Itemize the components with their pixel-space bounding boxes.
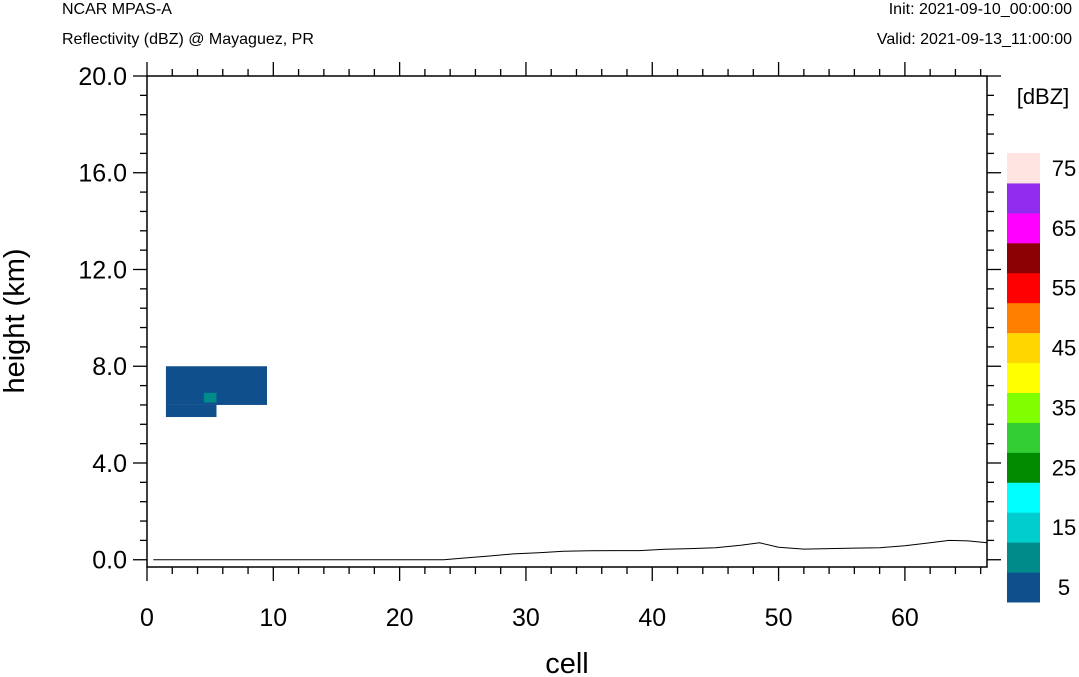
colorbar-swatch <box>1007 153 1040 184</box>
colorbar-tick-label: 25 <box>1052 455 1076 480</box>
x-tick-label: 0 <box>140 604 154 632</box>
x-axis-label: cell <box>545 648 589 677</box>
colorbar-swatch <box>1007 572 1040 603</box>
y-tick-label: 4.0 <box>92 450 127 478</box>
y-axis-label: height (km) <box>0 248 31 393</box>
model-name: NCAR MPAS-A <box>62 1 172 18</box>
y-tick-label: 12.0 <box>78 256 127 284</box>
x-tick-label: 20 <box>386 604 414 632</box>
colorbar-tick-label: 65 <box>1052 216 1076 241</box>
init-time: Init: 2021-09-10_00:00:00 <box>888 1 1072 18</box>
colorbar-swatch <box>1007 242 1040 274</box>
valid-time: Valid: 2021-09-13_11:00:00 <box>876 31 1072 48</box>
plot-frame: 0 10 20 30 40 50 60 0.0 4.0 8.0 12.0 16.0 20.0 <box>78 62 1001 632</box>
x-tick-label: 60 <box>891 604 919 632</box>
colorbar-swatch <box>1007 482 1040 513</box>
terrain-line <box>153 539 988 561</box>
chart-title: Reflectivity (dBZ) @ Mayaguez, PR <box>62 31 314 48</box>
y-tick-label: 8.0 <box>92 353 127 381</box>
colorbar-swatch <box>1007 542 1040 573</box>
x-tick-label: 30 <box>512 604 540 632</box>
colorbar-tick-label: 5 <box>1058 575 1070 600</box>
colorbar-tick-label: 15 <box>1052 515 1076 540</box>
colorbar-label: [dBZ] <box>1017 84 1070 109</box>
colorbar-swatch <box>1007 422 1040 453</box>
reflectivity-cell <box>203 392 217 403</box>
y-tick-label: 0.0 <box>92 547 127 575</box>
colorbar-swatch <box>1007 512 1040 543</box>
plot-border <box>146 75 988 568</box>
colorbar-tick-label: 75 <box>1052 156 1076 181</box>
colorbar-swatch <box>1007 452 1040 483</box>
colorbar-swatch <box>1007 392 1040 423</box>
x-tick-label: 50 <box>765 604 793 632</box>
y-tick-label: 20.0 <box>78 63 127 91</box>
colorbar-swatch <box>1007 332 1040 364</box>
reflectivity-cell <box>165 404 217 418</box>
colorbar-swatch <box>1007 212 1040 244</box>
colorbar-tick-label: 55 <box>1052 276 1076 301</box>
y-tick-label: 16.0 <box>78 160 127 188</box>
x-tick-label: 40 <box>638 604 666 632</box>
colorbar-swatch <box>1007 302 1040 334</box>
x-tick-label: 10 <box>259 604 287 632</box>
colorbar-swatch <box>1007 272 1040 304</box>
colorbar: 5 15 25 35 45 55 65 75 <box>1007 153 1076 603</box>
reflectivity-cell <box>165 366 267 405</box>
colorbar-tick-label: 45 <box>1052 336 1076 361</box>
terrain-line <box>153 539 988 561</box>
colorbar-swatch <box>1007 182 1040 214</box>
reflectivity-cells <box>165 366 267 418</box>
colorbar-tick-label: 35 <box>1052 395 1076 420</box>
colorbar-swatch <box>1007 362 1040 393</box>
